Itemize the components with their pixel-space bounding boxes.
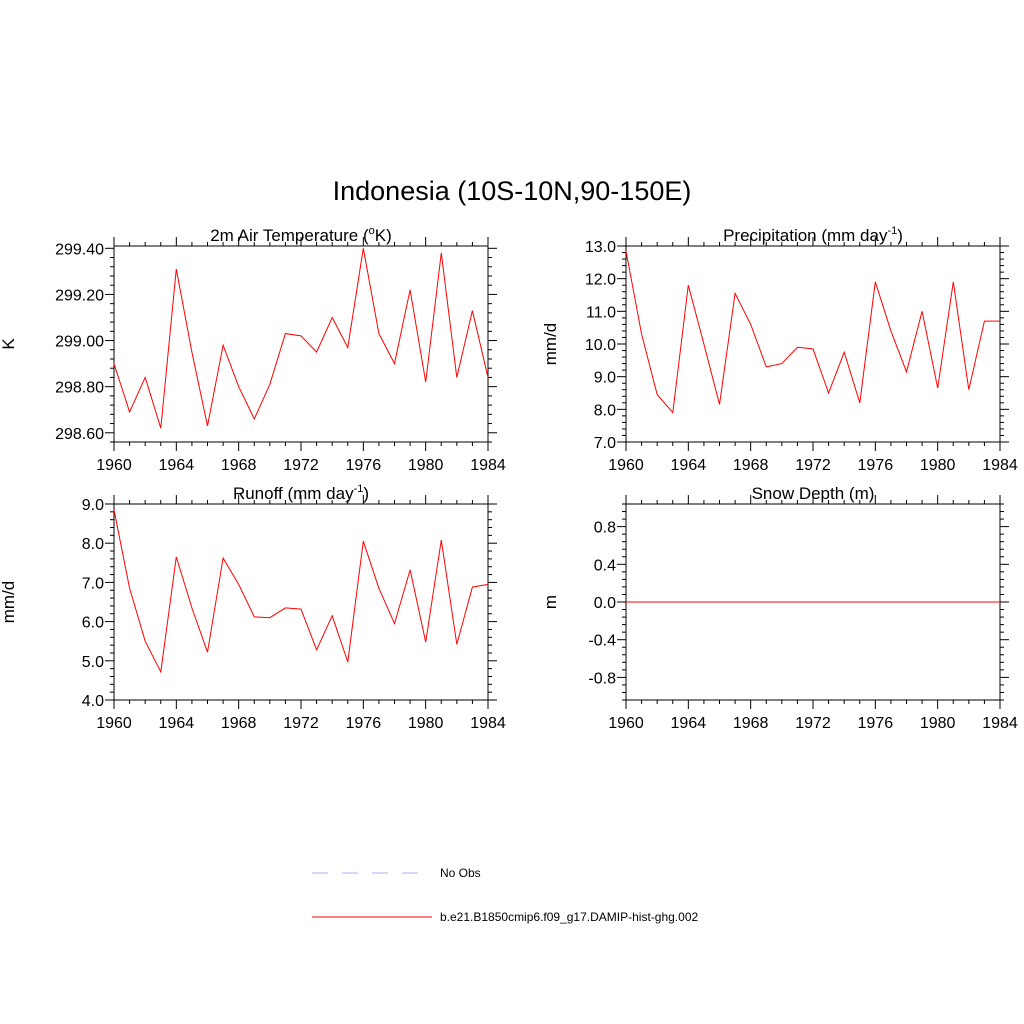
panel-1: 1960 1964 1968 1972 1976 1980 1984 298.60 298.80… <box>0 225 506 474</box>
x-tick-label: 1976 <box>346 457 382 474</box>
panel-2: 1960 1964 1968 1972 1976 1980 1984 7.0 8.0 9.0 10.… <box>541 225 1018 474</box>
panel-title-superscript: -1 <box>887 225 897 237</box>
y-tick-label: 0.8 <box>594 520 616 537</box>
y-tick-label: 298.80 <box>55 380 104 397</box>
figure-title: Indonesia (10S-10N,90-150E) <box>333 176 692 206</box>
panels: 1960 1964 1968 1972 1976 1980 1984 298.60 298.80… <box>0 225 1018 732</box>
panel-3: 1960 1964 1968 1972 1976 1980 1984 4.0 5.0 6.0 7.0… <box>0 483 506 732</box>
y-tick-label: 8.0 <box>594 402 616 419</box>
x-tick-label: 1984 <box>982 457 1018 474</box>
panel-title-text: Snow Depth (m) <box>752 484 875 503</box>
x-tick-label: 1984 <box>982 715 1018 732</box>
y-tick-label: 6.0 <box>82 615 104 632</box>
x-tick-label: 1976 <box>346 715 382 732</box>
y-tick-label: 13.0 <box>585 239 616 256</box>
x-tick-label: 1968 <box>733 457 769 474</box>
x-tick-label: 1964 <box>159 715 195 732</box>
x-tick-label: 1984 <box>470 715 506 732</box>
x-tick-label: 1980 <box>920 457 956 474</box>
x-tick-label: 1960 <box>96 715 132 732</box>
y-tick-label: 7.0 <box>82 575 104 592</box>
y-tick-label: 299.40 <box>55 241 104 258</box>
x-tick-label: 1980 <box>920 715 956 732</box>
legend: No Obs b.e21.B1850cmip6.f09_g17.DAMIP-his… <box>312 866 698 924</box>
x-tick-label: 1980 <box>408 457 444 474</box>
x-tick-label: 1972 <box>283 715 319 732</box>
y-tick-label: 12.0 <box>585 272 616 289</box>
x-tick-label: 1972 <box>795 457 831 474</box>
x-tick-label: 1984 <box>470 457 506 474</box>
panel-title-text: Runoff (mm day <box>233 484 354 503</box>
y-tick-label: 9.0 <box>594 370 616 387</box>
x-tick-label: 1964 <box>159 457 195 474</box>
y-axis-label: mm/d <box>0 581 18 624</box>
y-tick-label: -0.8 <box>588 670 616 687</box>
panel-title-text: 2m Air Temperature ( <box>210 226 369 245</box>
panel-title-end: K) <box>375 226 392 245</box>
y-tick-label: 5.0 <box>82 654 104 671</box>
y-tick-label: 299.00 <box>55 334 104 351</box>
series-line <box>113 509 489 674</box>
legend-label-1: No Obs <box>440 866 481 880</box>
y-axis-label: mm/d <box>541 323 560 366</box>
y-tick-label: 10.0 <box>585 337 616 354</box>
x-tick-label: 1964 <box>671 457 707 474</box>
panel-title: 2m Air Temperature (oK) <box>210 225 392 245</box>
panel-title-end: ) <box>897 226 903 245</box>
y-tick-label: 9.0 <box>82 497 104 514</box>
panel-title-end: ) <box>363 484 369 503</box>
x-tick-label: 1976 <box>858 715 894 732</box>
y-tick-label: 0.0 <box>594 595 616 612</box>
panel-title: Runoff (mm day-1) <box>233 483 369 503</box>
y-tick-label: 299.20 <box>55 287 104 304</box>
x-tick-label: 1960 <box>608 457 644 474</box>
x-tick-label: 1960 <box>608 715 644 732</box>
panel-title-superscript: o <box>369 225 375 237</box>
panel-4: 1960 1964 1968 1972 1976 1980 1984 -0.8 -0.4 0.0 0… <box>541 484 1018 732</box>
x-tick-label: 1972 <box>795 715 831 732</box>
legend-label-2: b.e21.B1850cmip6.f09_g17.DAMIP-hist-ghg.… <box>440 910 698 924</box>
y-tick-label: 4.0 <box>82 693 104 710</box>
series-line <box>625 250 1000 414</box>
y-tick-label: 7.0 <box>594 435 616 452</box>
y-tick-label: 0.4 <box>594 557 616 574</box>
x-tick-label: 1968 <box>221 715 257 732</box>
x-tick-label: 1976 <box>858 457 894 474</box>
panel-title: Precipitation (mm day-1) <box>723 225 903 245</box>
x-tick-label: 1960 <box>96 457 132 474</box>
x-tick-label: 1968 <box>733 715 769 732</box>
y-tick-label: -0.4 <box>588 633 616 650</box>
panel-title-superscript: -1 <box>354 483 364 495</box>
y-axis-label: m <box>541 595 560 609</box>
y-tick-label: 298.60 <box>55 426 104 443</box>
y-tick-label: 11.0 <box>586 304 616 321</box>
series-line <box>113 248 489 429</box>
x-tick-label: 1972 <box>283 457 319 474</box>
x-tick-label: 1968 <box>221 457 257 474</box>
panel-title-text: Precipitation (mm day <box>723 226 888 245</box>
panel-title: Snow Depth (m) <box>752 484 875 503</box>
x-tick-label: 1964 <box>671 715 707 732</box>
y-tick-label: 8.0 <box>82 536 104 553</box>
x-tick-label: 1980 <box>408 715 444 732</box>
plot-frame <box>113 245 489 443</box>
y-axis-label: K <box>0 338 18 350</box>
